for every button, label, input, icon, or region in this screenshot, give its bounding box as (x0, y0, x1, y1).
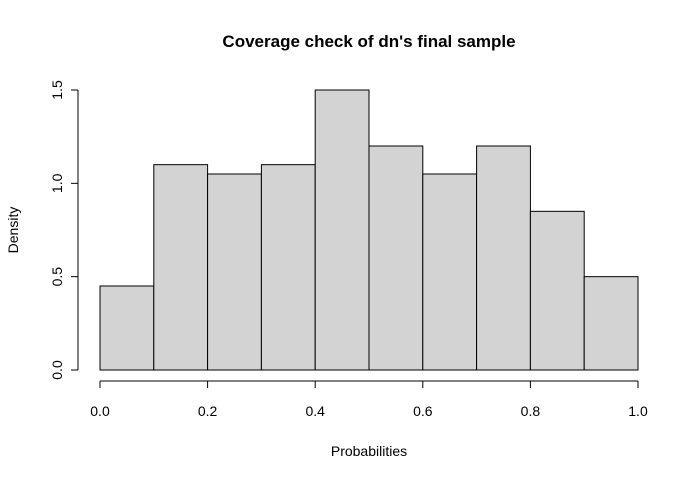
histogram-bar-5 (368, 145, 424, 371)
y-tick-label-2: 1.0 (49, 173, 65, 193)
x-tick-label-5: 1.0 (628, 403, 648, 419)
histogram-bar-8 (529, 210, 585, 371)
x-tick-label-0: 0.0 (90, 403, 110, 419)
x-axis: 0.0 0.2 0.4 0.6 0.8 1.0 (90, 380, 648, 419)
y-axis: 0.0 0.5 1.0 1.5 (49, 80, 79, 380)
histogram-bar-9 (583, 276, 639, 371)
histogram-bar-3 (260, 164, 316, 371)
x-tick-label-3: 0.6 (413, 403, 433, 419)
histogram-bar-4 (314, 89, 370, 371)
x-tick-label-2: 0.4 (305, 403, 325, 419)
x-axis-label: Probabilities (331, 443, 407, 459)
y-tick-label-1: 0.5 (49, 267, 65, 287)
y-tick-label-0: 0.0 (49, 360, 65, 380)
bars-group (99, 89, 639, 371)
histogram-bar-2 (207, 173, 262, 371)
x-tick-label-1: 0.2 (198, 403, 218, 419)
y-axis-label: Density (5, 207, 21, 254)
histogram-bar-7 (476, 145, 531, 371)
histogram-bar-0 (99, 285, 155, 371)
histogram-bar-6 (422, 173, 478, 371)
chart-title: Coverage check of dn's final sample (222, 32, 515, 51)
x-tick-label-4: 0.8 (521, 403, 541, 419)
histogram-bar-1 (153, 164, 209, 371)
y-tick-label-3: 1.5 (49, 80, 65, 100)
